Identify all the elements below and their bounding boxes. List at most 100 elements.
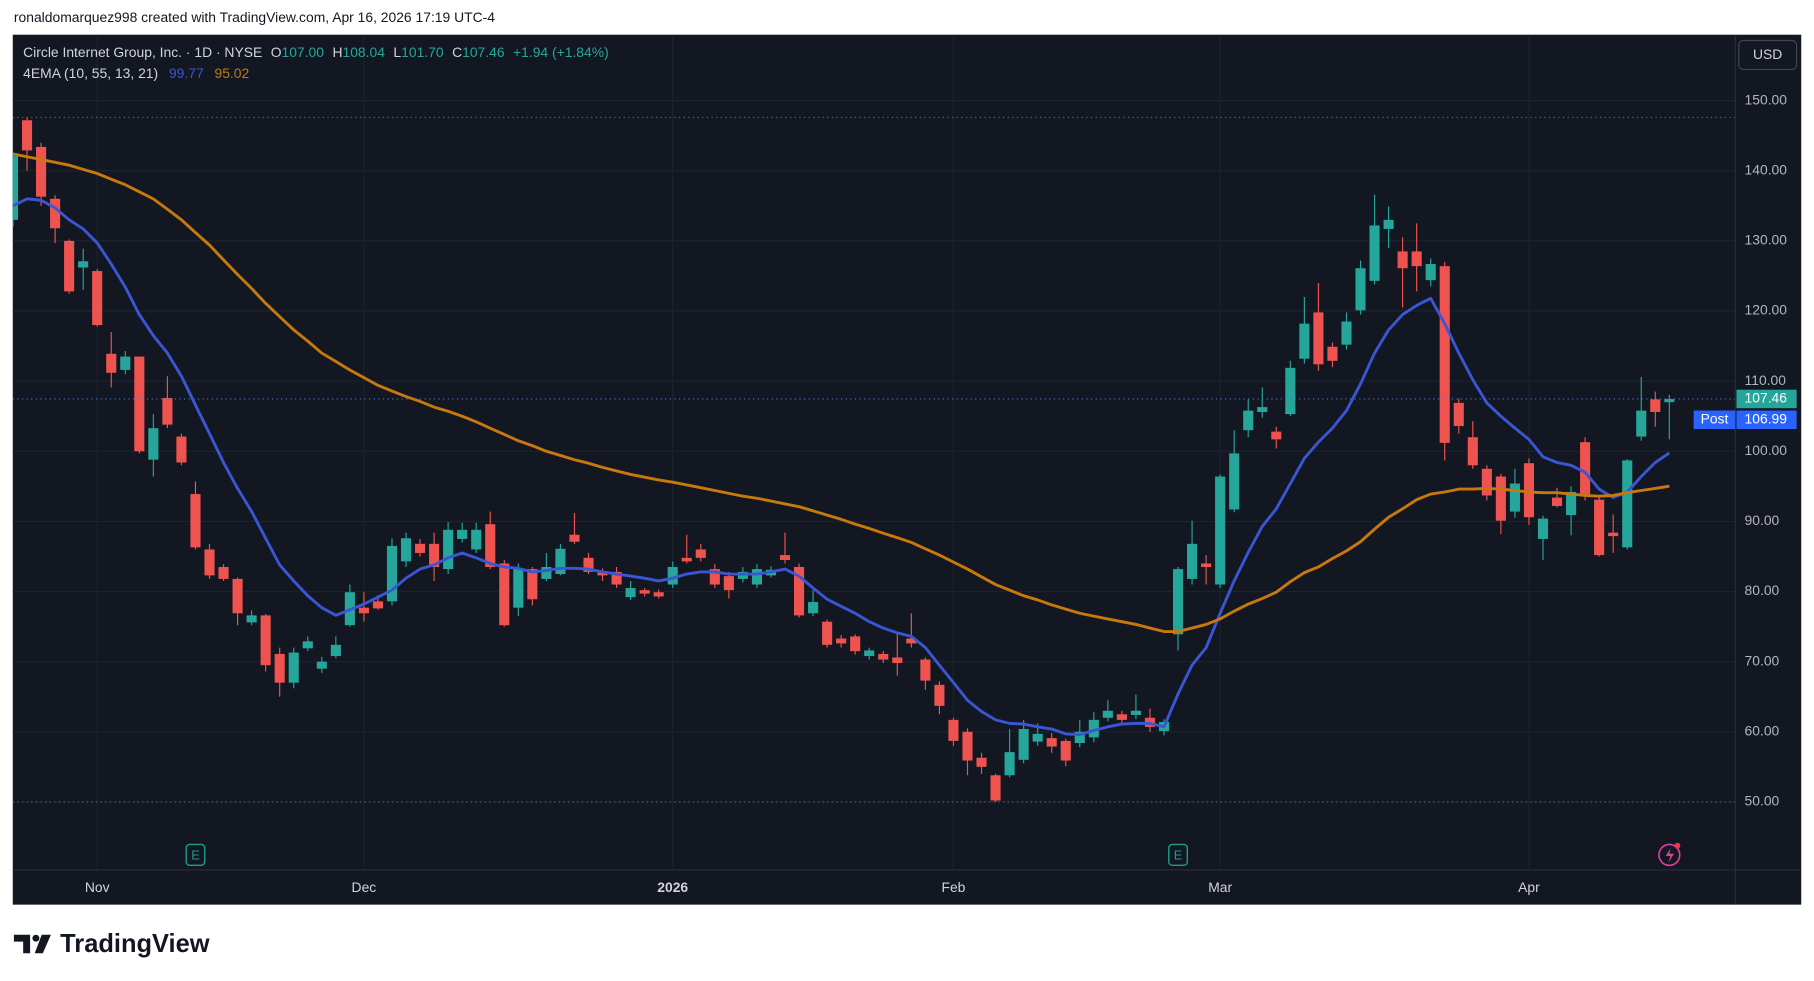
candle-body — [695, 549, 706, 558]
candle-body — [1509, 483, 1520, 512]
candle-body — [990, 775, 1001, 801]
candle-body — [443, 529, 454, 570]
candle-body — [1523, 463, 1535, 518]
candle-body — [1257, 407, 1268, 413]
candle-body — [611, 571, 622, 585]
chart-background — [12, 34, 1802, 905]
ohlc-key: L — [393, 44, 401, 60]
currency-button[interactable] — [1738, 39, 1798, 70]
candle-body — [681, 557, 692, 562]
candle-body — [1622, 460, 1633, 548]
candle-body — [779, 555, 791, 560]
event-icon — [1665, 847, 1674, 864]
candle-body — [50, 198, 61, 229]
earnings-marker — [1168, 843, 1188, 867]
ohlc-value: 107.46 — [462, 44, 505, 60]
candle-body — [246, 615, 257, 623]
ohlc-value: 101.70 — [401, 44, 444, 60]
candle-body — [723, 576, 734, 591]
event-icon — [1674, 842, 1681, 849]
candle-body — [1130, 710, 1141, 715]
candle-body — [190, 494, 201, 548]
candle-body — [1327, 346, 1338, 361]
ohlc-value: 108.04 — [342, 44, 385, 60]
currency[interactable]: USD — [1753, 46, 1782, 62]
candle-body — [204, 549, 215, 576]
candle-body — [808, 602, 819, 614]
candle-body — [976, 757, 987, 767]
candle-body — [1201, 563, 1212, 567]
candle-body — [1060, 740, 1071, 761]
x-tick-label: 2026 — [657, 879, 688, 895]
ohlc-key: C — [452, 44, 462, 60]
candle-body — [864, 650, 875, 657]
candle-body — [316, 661, 327, 669]
event-icon — [1658, 843, 1681, 867]
candle-body — [934, 684, 945, 706]
ema-line — [12, 152, 1670, 633]
candle-body — [64, 240, 75, 292]
y-tick-label: 140.00 — [1745, 161, 1788, 177]
candle-body — [1650, 399, 1661, 413]
candle-body — [1636, 410, 1647, 437]
post-label-box — [1693, 410, 1736, 430]
post-price: 106.99 — [1745, 410, 1788, 426]
plot — [12, 116, 1736, 803]
candle-body — [1102, 710, 1113, 718]
candle-body — [1594, 499, 1605, 556]
candle-body — [569, 534, 580, 542]
post-label: Post — [1701, 410, 1729, 426]
candle-body — [485, 524, 496, 567]
candle-body — [1425, 264, 1436, 281]
candle-body — [106, 353, 117, 373]
x-tick-label: Mar — [1208, 879, 1232, 895]
candle-body — [400, 538, 412, 562]
candle-body — [134, 356, 145, 452]
logo-mark — [13, 934, 31, 954]
y-tick-label: 50.00 — [1745, 793, 1780, 809]
candle-body — [1074, 731, 1085, 744]
candle-body — [583, 557, 594, 572]
candle-body — [1467, 437, 1478, 466]
candle-body — [1032, 733, 1043, 742]
candle-body — [218, 566, 229, 579]
axes: 50.00 60.00 70.00 80.00 90.00 100.00 110.00 120… — [85, 91, 1797, 895]
candle-body — [330, 644, 341, 657]
candle-body — [878, 653, 889, 660]
candle-body — [1046, 738, 1057, 747]
candle-body — [274, 653, 285, 683]
candle-body — [78, 261, 89, 268]
candle-body — [1369, 225, 1380, 281]
logo-text: TradingView — [60, 930, 210, 958]
candle-body — [471, 529, 482, 550]
candle-body — [372, 601, 384, 609]
candle-body — [597, 571, 608, 576]
y-tick-label: 70.00 — [1745, 652, 1780, 668]
candle-body — [793, 566, 805, 616]
candle-body — [527, 569, 538, 600]
candle-body — [1271, 431, 1282, 440]
candle-body — [1453, 402, 1464, 427]
candle-body — [12, 156, 19, 220]
candle-body — [302, 641, 313, 649]
candle-body — [1172, 569, 1184, 635]
candle-body — [1580, 442, 1591, 496]
candle-body — [822, 621, 833, 645]
credit: ronaldomarquez998 created with TradingVi… — [14, 9, 495, 25]
candle-body — [1397, 251, 1408, 269]
symbol-title: Circle Internet Group, Inc. · 1D · NYSE — [23, 44, 262, 60]
indicator-legend: 4EMA (10, 55, 13, 21) 99.77 95.02 — [23, 65, 249, 81]
candle-body — [1566, 491, 1577, 516]
candle-body — [667, 566, 678, 585]
earnings-marker — [185, 843, 206, 867]
candle-body — [21, 120, 33, 151]
candle-body — [751, 569, 762, 585]
candle-body — [906, 638, 917, 644]
candle-body — [555, 548, 566, 574]
candle-body — [962, 731, 973, 761]
candle-body — [639, 590, 650, 594]
y-tick-label: 120.00 — [1745, 302, 1788, 318]
candle-body — [1229, 453, 1240, 510]
candle-body — [948, 719, 959, 741]
